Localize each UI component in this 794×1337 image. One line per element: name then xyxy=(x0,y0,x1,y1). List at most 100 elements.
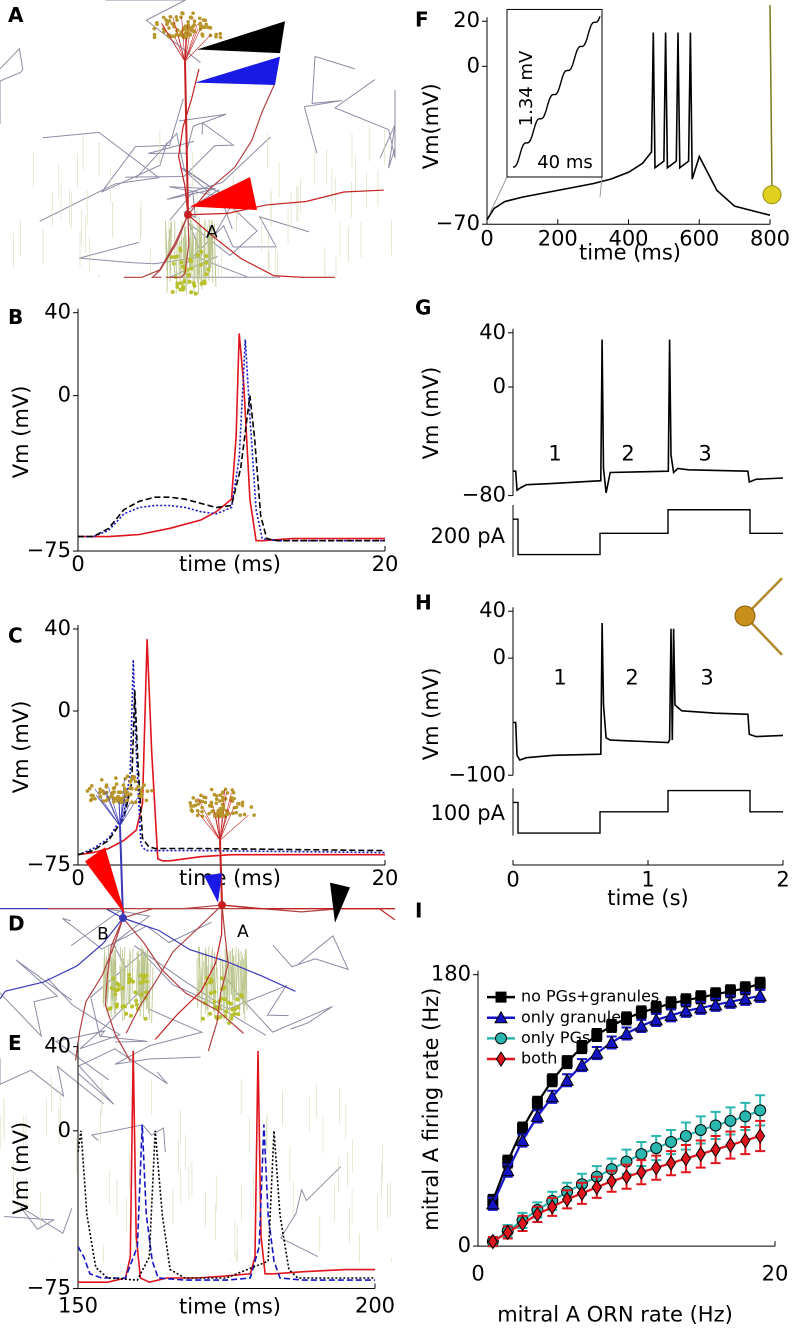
tuft-dot xyxy=(214,793,219,798)
data-marker xyxy=(695,991,707,1003)
y-tick-label: 0 xyxy=(58,698,71,722)
tuft-dot xyxy=(218,799,222,803)
background-dendrite xyxy=(70,908,151,969)
background-dendrite xyxy=(0,47,24,124)
glomerulus-fiber xyxy=(243,965,246,1021)
lateral-dendrite xyxy=(123,214,189,278)
tuft-branch xyxy=(118,801,121,827)
glomerulus-dot xyxy=(212,990,217,995)
y-tick-label: 40 xyxy=(479,320,506,344)
data-marker xyxy=(651,1159,662,1176)
panel-label: I xyxy=(415,899,422,923)
data-marker xyxy=(606,1173,617,1190)
glomerulus-dot xyxy=(178,287,183,292)
tuft-dot xyxy=(229,795,234,800)
panel-label: D xyxy=(8,912,25,936)
data-marker xyxy=(680,994,692,1006)
tuft-dot xyxy=(125,798,130,803)
tuft-dot xyxy=(209,787,214,792)
glomerulus-fiber xyxy=(241,967,244,1006)
tuft-dot xyxy=(142,783,146,787)
tuft-dot xyxy=(234,805,239,810)
tuft-dot xyxy=(85,789,90,793)
glomerulus-dot xyxy=(219,976,224,981)
glomerulus-dot xyxy=(141,976,146,981)
data-marker xyxy=(724,985,736,997)
tuft-dot xyxy=(191,796,196,800)
tuft-dot xyxy=(210,809,214,814)
tuft-dot xyxy=(167,26,171,30)
glomerulus-fiber xyxy=(208,964,212,1006)
data-marker xyxy=(502,1224,513,1241)
lateral-dendrite xyxy=(187,214,335,278)
x-axis-label: time (ms) xyxy=(179,1294,281,1318)
tuft-dot xyxy=(104,798,108,803)
glomerulus-dot xyxy=(113,992,118,997)
x-tick-label: 400 xyxy=(608,227,648,251)
data-marker xyxy=(724,1114,737,1127)
tuft-dot xyxy=(214,801,219,805)
tuft-dot xyxy=(231,811,235,816)
glomerulus-dot xyxy=(181,285,186,290)
glomerulus-dot xyxy=(235,997,240,1002)
glomerulus-dot xyxy=(224,1009,229,1014)
tuft-dot xyxy=(221,790,225,794)
tuft-dot xyxy=(119,796,124,801)
background-dendrite xyxy=(101,98,184,193)
data-marker xyxy=(650,1142,663,1155)
tuft-dot xyxy=(88,798,93,803)
glomerulus-fiber xyxy=(122,967,125,1022)
glomerulus-dot xyxy=(175,254,180,259)
tuft-dot xyxy=(109,794,114,798)
tuft-dot xyxy=(230,788,235,792)
tuft-dot xyxy=(231,790,236,795)
tuft-dot xyxy=(98,787,102,791)
background-dendrite xyxy=(183,216,310,267)
tuft-dot xyxy=(139,789,143,794)
panel-label: H xyxy=(415,591,432,615)
neuron-label: B xyxy=(97,925,109,945)
glomerulus-fiber xyxy=(214,224,216,278)
tuft-dot xyxy=(200,809,204,814)
data-marker xyxy=(636,1164,647,1181)
glomerulus-dot xyxy=(239,994,244,999)
background-dendrite xyxy=(333,79,396,159)
stimulus-arrow xyxy=(195,56,280,85)
legend-label: only granules xyxy=(521,1007,629,1026)
glomerulus-fiber xyxy=(233,969,236,1013)
data-marker xyxy=(591,1029,603,1041)
trace xyxy=(513,622,784,761)
x-tick-label: 0 xyxy=(71,866,84,890)
x-tick-label: 150 xyxy=(58,1293,98,1317)
y-tick-label: 0 xyxy=(493,645,506,669)
glomerulus-fiber xyxy=(192,236,195,283)
x-tick-label: 20 xyxy=(762,1261,789,1285)
glomerulus-dot xyxy=(186,273,191,278)
glomerulus-dot xyxy=(202,281,207,286)
tuft-dot xyxy=(112,785,117,790)
trace xyxy=(78,395,385,542)
glomerulus-fiber xyxy=(121,950,123,1001)
lateral-dendrite xyxy=(104,917,131,1062)
glomerulus-dot xyxy=(198,262,203,267)
background-dendrite xyxy=(0,959,73,1038)
tuft-dot xyxy=(199,793,203,798)
glomerulus-dot xyxy=(230,1007,235,1012)
glomerulus-dot xyxy=(127,972,132,977)
glomerulus-dot xyxy=(203,260,208,265)
soma xyxy=(184,210,192,219)
inset-x-label: 40 ms xyxy=(537,152,593,173)
tuft-dot xyxy=(218,31,222,36)
tuft-dot xyxy=(191,24,195,29)
panel-label: E xyxy=(8,1031,22,1055)
tuft-dot xyxy=(238,813,242,817)
data-marker xyxy=(531,1097,543,1109)
glomerulus-dot xyxy=(120,1004,125,1009)
tuft-dot xyxy=(218,35,223,40)
background-dendrite xyxy=(188,205,258,257)
data-marker xyxy=(679,1130,692,1143)
background-dendrite xyxy=(280,1166,342,1257)
tuft-dot xyxy=(144,798,149,803)
current-step xyxy=(513,509,783,556)
stimulus-arrow xyxy=(85,847,125,915)
